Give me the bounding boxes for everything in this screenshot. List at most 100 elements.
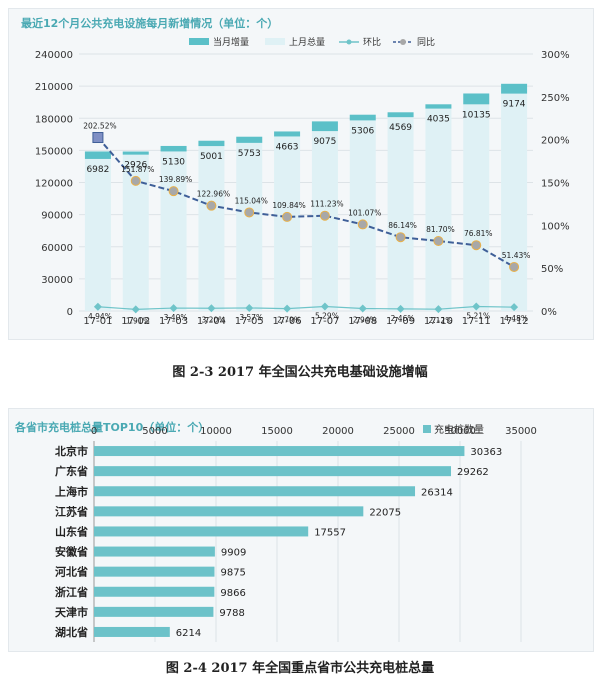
marker-mom — [358, 304, 367, 313]
x-tick-label: 20000 — [322, 426, 354, 437]
data-label-new: 5130 — [162, 157, 185, 167]
marker-yoy — [509, 261, 520, 272]
data-label: 26314 — [421, 487, 453, 498]
y2-tick-label: 250% — [541, 93, 570, 104]
line-yoy — [97, 136, 515, 268]
bar-total — [349, 120, 376, 312]
marker-mom — [434, 305, 443, 314]
data-label-new: 4663 — [276, 142, 299, 152]
x-tick-label: 17-03 — [159, 316, 188, 327]
y-tick-label: 180000 — [35, 114, 73, 125]
monthly-chart: 最近12个月公共充电设施每月新增情况（单位：个） 当月增量 上月总量 环比 同比 0 300… — [21, 16, 570, 327]
marker-mom — [472, 302, 481, 311]
x-tick-label: 17-04 — [197, 316, 226, 327]
marker-yoy — [433, 236, 444, 247]
bar — [94, 586, 215, 597]
data-label-new: 4569 — [389, 123, 412, 133]
data-label-new: 10135 — [462, 110, 491, 120]
x-tick-label: 10000 — [200, 426, 232, 437]
data-label-yoy: 101.07% — [348, 208, 381, 217]
data-label: 9788 — [219, 608, 244, 619]
data-label: 9866 — [220, 588, 245, 599]
data-label: 30363 — [470, 447, 502, 458]
legend-marker-mom — [346, 39, 352, 45]
legend-swatch-new — [189, 38, 209, 45]
y-tick-label: 河北省 — [55, 565, 88, 579]
x-tick-label: 0 — [91, 426, 97, 437]
bar-total — [463, 104, 490, 312]
bar-total — [198, 146, 225, 311]
data-label-new: 6982 — [86, 165, 109, 175]
data-label-new: 9075 — [313, 137, 336, 147]
bar-new — [236, 136, 263, 143]
monthly-chart-panel: 最近12个月公共充电设施每月新增情况（单位：个） 当月增量 上月总量 环比 同比 0 300… — [8, 8, 594, 340]
y-tick-label: 30000 — [41, 275, 73, 286]
data-label-new: 4035 — [427, 115, 450, 125]
x-tick-label: 17-02 — [121, 316, 150, 327]
data-label-mom: 3.40% — [164, 313, 188, 322]
x-tick-label: 17-08 — [348, 316, 377, 327]
x-tick-label: 17-09 — [386, 316, 415, 327]
y-tick-label: 210000 — [35, 82, 73, 93]
data-label-mom: 2.94% — [353, 315, 377, 324]
bar-new — [349, 114, 376, 121]
bar-new — [122, 151, 149, 155]
data-label-mom: 5.21% — [466, 312, 490, 321]
data-label-mom: 3.20% — [202, 315, 226, 324]
x-tick-label: 30000 — [444, 426, 476, 437]
bar-new — [501, 83, 528, 94]
y-tick-label: 安徽省 — [55, 545, 88, 559]
y-tick-label: 天津市 — [55, 605, 88, 619]
data-label-yoy: 51.43% — [502, 251, 531, 260]
y-tick-label: 广东省 — [55, 464, 88, 478]
y-tick-label: 120000 — [35, 179, 73, 190]
y2-tick-label: 300% — [541, 50, 570, 61]
data-label-mom: 3.57% — [239, 313, 263, 322]
data-label-mom: 2.46% — [391, 314, 415, 323]
marker-mom — [320, 302, 329, 311]
marker-yoy — [282, 211, 293, 222]
marker-yoy — [319, 210, 330, 221]
bar — [94, 626, 170, 637]
bar — [94, 606, 214, 617]
legend-label-new: 当月增量 — [213, 36, 249, 48]
x-tick-label: 17-05 — [235, 316, 264, 327]
data-label: 29262 — [457, 467, 489, 478]
data-label: 22075 — [369, 507, 401, 518]
bar-new — [425, 104, 452, 109]
marker-yoy — [395, 232, 406, 243]
chart-title: 最近12个月公共充电设施每月新增情况（单位：个） — [21, 16, 278, 30]
bar-new — [198, 140, 225, 147]
y2-tick-label: 200% — [541, 136, 570, 147]
data-label-mom: 2.12% — [429, 316, 453, 325]
marker-mom — [207, 304, 216, 313]
x-tick-label: 17-11 — [462, 316, 491, 327]
x-tick-label: 17-06 — [273, 316, 302, 327]
data-label-yoy: 111.23% — [310, 200, 343, 209]
x-tick-label: 35000 — [505, 426, 537, 437]
x-tick-label: 17-10 — [424, 316, 453, 327]
data-label: 6214 — [176, 628, 201, 639]
bar — [94, 506, 364, 517]
bar-total — [425, 108, 452, 311]
y2-tick-label: 100% — [541, 221, 570, 232]
data-label-new: 5001 — [200, 152, 223, 162]
province-chart: 各省市充电桩总量TOP10（单位：个） 充电桩数量 0 5000 10000 15000 2… — [14, 420, 537, 642]
data-label: 9909 — [221, 548, 246, 559]
data-label-mom: 4.48% — [504, 314, 528, 323]
marker-mom — [93, 302, 102, 311]
y-tick-label: 0 — [67, 307, 73, 318]
bar-total — [160, 151, 187, 311]
data-label-new: 2926 — [124, 161, 147, 171]
y-tick-label: 江苏省 — [55, 504, 88, 518]
data-label-mom: 2.79% — [277, 316, 301, 325]
data-label-yoy: 139.89% — [159, 175, 192, 184]
bar-total — [236, 142, 263, 311]
figure-caption-2-4: 图 2-4 2017 年全国重点省市公共充电桩总量 — [165, 661, 435, 676]
line-mom — [97, 305, 515, 310]
marker-mom — [131, 305, 140, 314]
marker-mom — [396, 304, 405, 313]
marker-yoy — [357, 219, 368, 230]
bar-total — [84, 158, 111, 311]
bar-total — [501, 93, 528, 311]
